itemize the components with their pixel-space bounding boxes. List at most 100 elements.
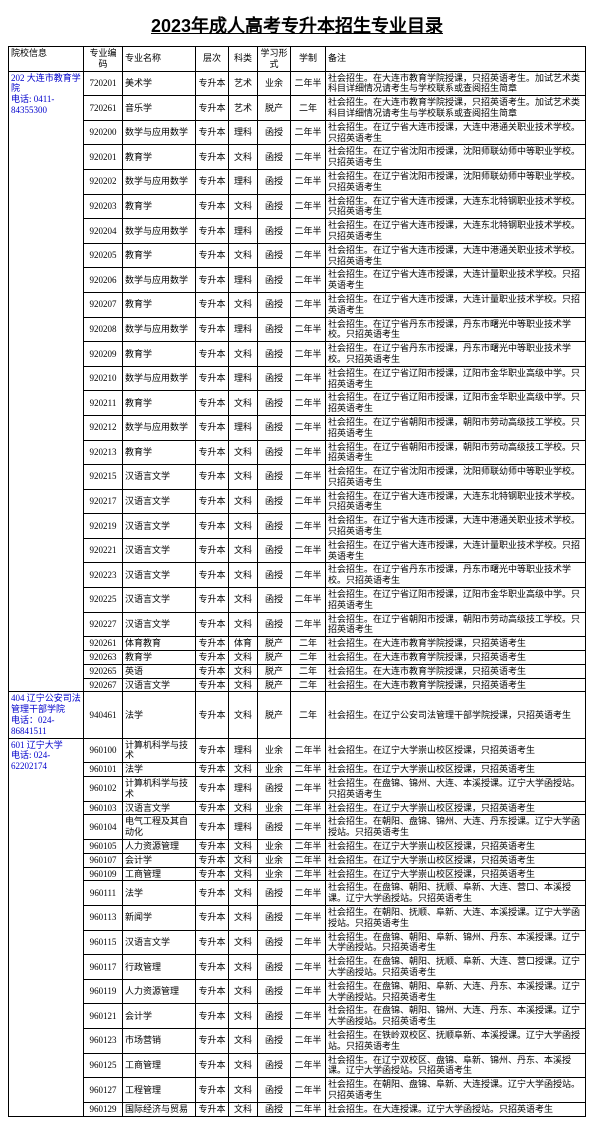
page-title: 2023年成人高考专升本招生专业目录 [8, 12, 586, 38]
table-row: 960123市场营销专升本文科函授二年半社会招生。在铁岭双校区、抚顺阜新、本溪授… [9, 1028, 586, 1053]
level-cell: 专升本 [196, 867, 229, 881]
code-cell: 920205 [84, 243, 123, 268]
subj-cell: 理科 [229, 268, 258, 293]
subj-cell: 文科 [229, 1053, 258, 1078]
subj-cell: 文科 [229, 763, 258, 777]
table-row: 960127工程管理专升本文科函授二年半社会招生。在朝阳、盘锦、阜新、大连授课。… [9, 1078, 586, 1103]
mode-cell: 函授 [258, 930, 291, 955]
remark-cell: 社会招生。在辽宁省大连市授课，大连中港通关职业技术学校。只招英语考生 [326, 243, 586, 268]
code-cell: 960102 [84, 777, 123, 802]
dur-cell: 二年半 [291, 853, 326, 867]
table-row: 920267汉语言文学专升本文科脱产二年社会招生。在大连市教育学院授课，只招英语… [9, 678, 586, 692]
table-row: 920204数学与应用数学专升本理科函授二年半社会招生。在辽宁省大连市授课，大连… [9, 219, 586, 244]
mode-cell: 函授 [258, 881, 291, 906]
subj-cell: 文科 [229, 1078, 258, 1103]
mode-cell: 函授 [258, 905, 291, 930]
subj-cell: 理科 [229, 317, 258, 342]
subj-cell: 文科 [229, 563, 258, 588]
level-cell: 专升本 [196, 194, 229, 219]
header-school: 院校信息 [9, 47, 84, 72]
mode-cell: 函授 [258, 1004, 291, 1029]
remark-cell: 社会招生。在盘锦、朝阳、锦州、大连、丹东、本溪授课。辽宁大学函授站。只招英语考生 [326, 1004, 586, 1029]
table-row: 920265英语专升本文科脱产二年社会招生。在大连市教育学院授课，只招英语考生 [9, 664, 586, 678]
mode-cell: 脱产 [258, 692, 291, 738]
code-cell: 960100 [84, 738, 123, 763]
major-cell: 汉语言文学 [123, 563, 196, 588]
major-cell: 教育学 [123, 194, 196, 219]
code-cell: 920213 [84, 440, 123, 465]
subj-cell: 文科 [229, 664, 258, 678]
header-code: 专业编码 [84, 47, 123, 72]
subj-cell: 文科 [229, 930, 258, 955]
code-cell: 960105 [84, 840, 123, 854]
mode-cell: 函授 [258, 612, 291, 637]
remark-cell: 社会招生。在大连市教育学院授课，只招英语考生 [326, 664, 586, 678]
major-cell: 计算机科学与技术 [123, 777, 196, 802]
major-cell: 会计学 [123, 1004, 196, 1029]
code-cell: 960111 [84, 881, 123, 906]
level-cell: 专升本 [196, 637, 229, 651]
subj-cell: 艺术 [229, 71, 258, 96]
major-cell: 工商管理 [123, 867, 196, 881]
level-cell: 专升本 [196, 514, 229, 539]
major-cell: 国际经济与贸易 [123, 1102, 196, 1116]
mode-cell: 函授 [258, 538, 291, 563]
code-cell: 960121 [84, 1004, 123, 1029]
remark-cell: 社会招生。在大连市教育学院授课，只招英语考生。加试艺术类科目详细情况请考生与学校… [326, 96, 586, 121]
mode-cell: 函授 [258, 342, 291, 367]
dur-cell: 二年半 [291, 777, 326, 802]
subj-cell: 文科 [229, 840, 258, 854]
table-row: 920227汉语言文学专升本文科函授二年半社会招生。在辽宁省朝阳市授课，朝阳市劳… [9, 612, 586, 637]
dur-cell: 二年半 [291, 317, 326, 342]
mode-cell: 函授 [258, 1028, 291, 1053]
level-cell: 专升本 [196, 71, 229, 96]
dur-cell: 二年 [291, 637, 326, 651]
remark-cell: 社会招生。在辽宁省大连市授课，大连东北特钢职业技术学校。只招英语考生 [326, 194, 586, 219]
mode-cell: 函授 [258, 292, 291, 317]
table-row: 920221汉语言文学专升本文科函授二年半社会招生。在辽宁省大连市授课，大连计量… [9, 538, 586, 563]
remark-cell: 社会招生。在辽宁省丹东市授课，丹东市曙光中等职业技术学校。只招英语考生 [326, 563, 586, 588]
mode-cell: 函授 [258, 317, 291, 342]
remark-cell: 社会招生。在大连授课。辽宁大学函授站。只招英语考生 [326, 1102, 586, 1116]
remark-cell: 社会招生。在辽宁大学崇山校区授课，只招英语考生 [326, 840, 586, 854]
level-cell: 专升本 [196, 1028, 229, 1053]
dur-cell: 二年半 [291, 145, 326, 170]
dur-cell: 二年半 [291, 538, 326, 563]
level-cell: 专升本 [196, 763, 229, 777]
level-cell: 专升本 [196, 692, 229, 738]
dur-cell: 二年半 [291, 120, 326, 145]
dur-cell: 二年半 [291, 243, 326, 268]
dur-cell: 二年半 [291, 738, 326, 763]
dur-cell: 二年 [291, 678, 326, 692]
mode-cell: 函授 [258, 588, 291, 613]
code-cell: 920201 [84, 145, 123, 170]
dur-cell: 二年半 [291, 268, 326, 293]
remark-cell: 社会招生。在辽宁省辽阳市授课，辽阳市金华职业高级中学。只招英语考生 [326, 588, 586, 613]
major-cell: 人力资源管理 [123, 840, 196, 854]
code-cell: 920207 [84, 292, 123, 317]
table-row: 960111法学专升本文科函授二年半社会招生。在盘锦、朝阳、抚顺、阜新、大连、营… [9, 881, 586, 906]
subj-cell: 文科 [229, 881, 258, 906]
subj-cell: 文科 [229, 651, 258, 665]
level-cell: 专升本 [196, 366, 229, 391]
table-row: 920211教育学专升本文科函授二年半社会招生。在辽宁省辽阳市授课，辽阳市金华职… [9, 391, 586, 416]
major-cell: 汉语言文学 [123, 678, 196, 692]
level-cell: 专升本 [196, 612, 229, 637]
subj-cell: 理科 [229, 777, 258, 802]
mode-cell: 函授 [258, 815, 291, 840]
dur-cell: 二年半 [291, 415, 326, 440]
level-cell: 专升本 [196, 145, 229, 170]
major-cell: 法学 [123, 763, 196, 777]
level-cell: 专升本 [196, 169, 229, 194]
dur-cell: 二年半 [291, 840, 326, 854]
table-row: 960105人力资源管理专升本文科业余二年半社会招生。在辽宁大学崇山校区授课，只… [9, 840, 586, 854]
subj-cell: 艺术 [229, 96, 258, 121]
table-row: 920217汉语言文学专升本文科函授二年半社会招生。在辽宁省大连市授课，大连东北… [9, 489, 586, 514]
level-cell: 专升本 [196, 678, 229, 692]
mode-cell: 业余 [258, 840, 291, 854]
remark-cell: 社会招生。在辽宁省大连市授课，大连计量职业技术学校。只招英语考生 [326, 538, 586, 563]
remark-cell: 社会招生。在大连市教育学院授课，只招英语考生。加试艺术类科目详细情况请考生与学校… [326, 71, 586, 96]
mode-cell: 业余 [258, 71, 291, 96]
major-cell: 教育学 [123, 243, 196, 268]
dur-cell: 二年半 [291, 440, 326, 465]
